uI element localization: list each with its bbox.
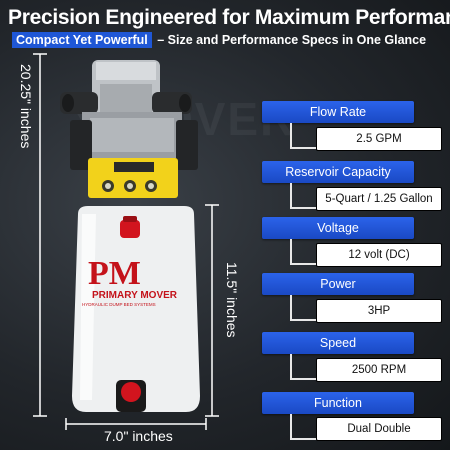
spec-label: Voltage <box>262 217 414 239</box>
logo-letters-text: PM <box>88 255 141 292</box>
dimension-total-height: 20.25" inches <box>18 64 34 149</box>
logo-tagline-text: HYDRAULIC DUMP BED SYSTEMS <box>82 302 156 307</box>
page-title: Precision Engineered for Maximum Perform… <box>8 6 450 29</box>
spec-label: Function <box>262 392 414 414</box>
spec-value: 2.5 GPM <box>316 127 442 151</box>
spec-connector <box>290 295 318 321</box>
spec-value: 5-Quart / 1.25 Gallon <box>316 187 442 211</box>
spec-value: Dual Double <box>316 417 442 441</box>
spec-connector <box>290 354 318 380</box>
spec-label: Reservoir Capacity <box>262 161 414 183</box>
spec-connector <box>290 414 318 440</box>
spec-value: 2500 RPM <box>316 358 442 382</box>
spec-label: Power <box>262 273 414 295</box>
spec-label: Flow Rate <box>262 101 414 123</box>
spec-label: Speed <box>262 332 414 354</box>
subtitle: Compact Yet Powerful – Size and Performa… <box>12 32 427 48</box>
subtitle-text: – Size and Performance Specs in One Glan… <box>153 33 427 47</box>
spec-connector <box>290 183 318 209</box>
spec-value: 3HP <box>316 299 442 323</box>
dimension-reservoir-height: 11.5" inches <box>224 262 240 338</box>
dimension-lines <box>33 53 219 430</box>
spec-connector <box>290 239 318 265</box>
spec-value: 12 volt (DC) <box>316 243 442 267</box>
subtitle-tag: Compact Yet Powerful <box>12 32 152 48</box>
spec-connector <box>290 123 318 149</box>
dimension-width: 7.0" inches <box>104 428 173 444</box>
logo-brand-text: PRIMARY MOVER <box>92 290 178 301</box>
